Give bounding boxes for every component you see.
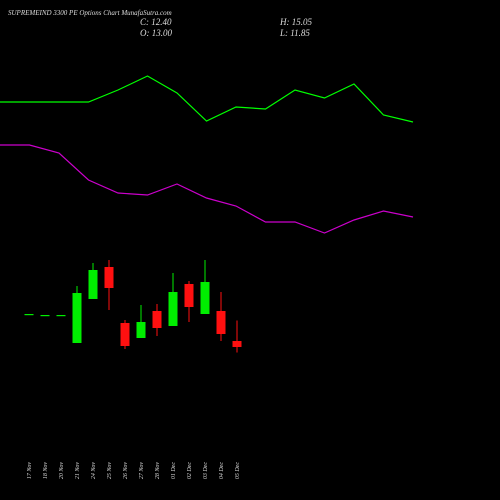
candle-body — [88, 270, 98, 299]
line-series — [0, 75, 414, 123]
ohlc-info: L: 11.85 — [279, 28, 310, 38]
x-tick-label: 24 Nov — [90, 462, 97, 480]
x-tick-label: 27 Nov — [139, 462, 145, 480]
chart-title: SUPREMEIND 3300 PE Options Chart MunafaS… — [8, 9, 172, 17]
candle-body — [200, 282, 210, 314]
x-tick-label: 26 Nov — [123, 462, 129, 480]
candle-body — [104, 267, 114, 288]
x-tick-label: 05 Dec — [235, 462, 241, 479]
candle-body — [232, 341, 242, 347]
candle-body — [184, 284, 194, 307]
candle-body — [216, 311, 226, 334]
x-tick-label: 04 Dec — [218, 462, 225, 479]
x-tick-label: 01 Dec — [171, 462, 177, 479]
x-tick-label: 20 Nov — [59, 462, 65, 480]
ohlc-info: C: 12.40 — [140, 17, 172, 27]
candle-body — [136, 322, 146, 338]
ohlc-info: O: 13.00 — [140, 28, 172, 38]
candle-body — [168, 292, 178, 326]
candle-body — [24, 314, 34, 316]
x-tick-label: 17 Nov — [27, 462, 33, 480]
line-series — [0, 144, 414, 234]
x-tick-label: 18 Nov — [43, 462, 49, 480]
candle-body — [40, 315, 50, 317]
ohlc-info: H: 15.05 — [279, 17, 312, 27]
x-tick-label: 28 Nov — [155, 462, 161, 480]
x-tick-label: 02 Dec — [187, 462, 193, 479]
x-tick-label: 21 Nov — [75, 462, 81, 480]
x-tick-label: 25 Nov — [107, 462, 113, 480]
candle-body — [152, 311, 162, 328]
candle-body — [72, 293, 82, 343]
candle-body — [56, 315, 66, 317]
x-tick-label: 03 Dec — [203, 462, 209, 479]
candle-body — [120, 323, 130, 346]
